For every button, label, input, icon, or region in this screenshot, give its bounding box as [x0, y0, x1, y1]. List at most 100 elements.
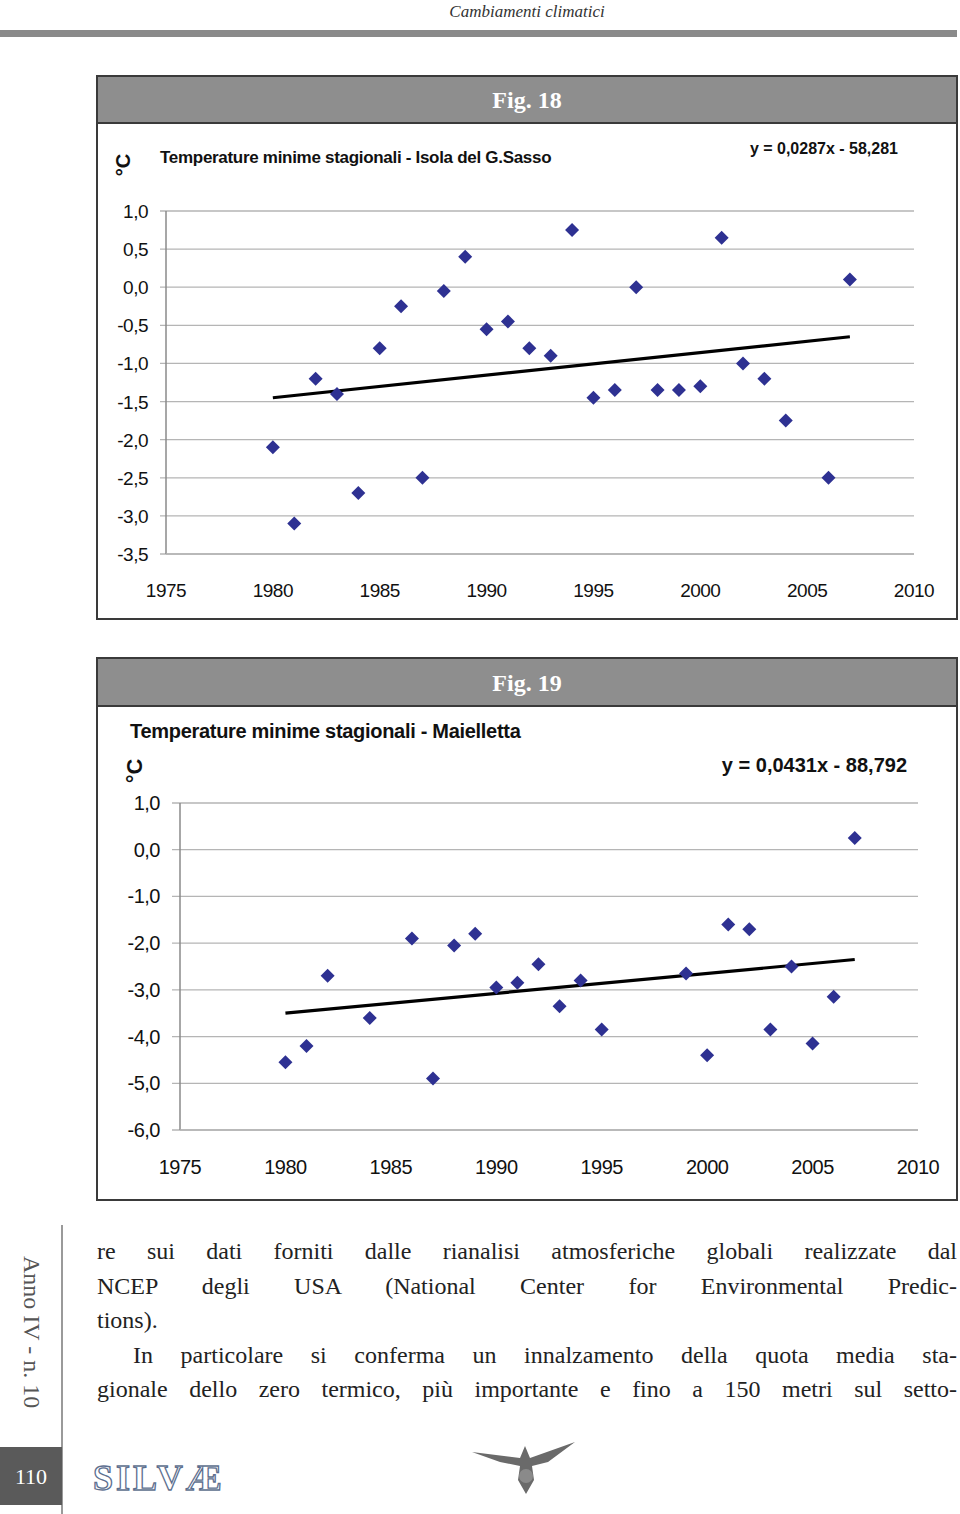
- data-point: [544, 349, 558, 363]
- side-label: Anno IV - n. 10: [18, 1256, 45, 1408]
- trend-line: [273, 337, 850, 398]
- figure-header: [98, 659, 956, 706]
- body-text-line: re sui dati forniti dalle rianalisi atmo…: [97, 1236, 957, 1266]
- data-point: [415, 471, 429, 485]
- chart: Fig. 19Temperature minime stagionali - M…: [97, 658, 957, 1200]
- data-point: [806, 1037, 820, 1051]
- y-tick-label: -1,0: [117, 353, 148, 374]
- header-rule: [0, 30, 957, 37]
- data-point: [447, 938, 461, 952]
- data-point: [693, 379, 707, 393]
- y-tick-label: -6,0: [128, 1119, 161, 1141]
- grid-line: [160, 248, 914, 249]
- emblem: [472, 1442, 575, 1494]
- x-tick-label: 1995: [573, 580, 613, 601]
- data-point: [351, 486, 365, 500]
- data-point: [848, 831, 862, 845]
- data-point: [651, 383, 665, 397]
- y-tick-label: -2,5: [117, 468, 148, 489]
- data-point: [565, 223, 579, 237]
- x-tick-label: 1980: [253, 580, 293, 601]
- data-point: [468, 927, 482, 941]
- x-tick-label: 1985: [370, 1156, 413, 1178]
- data-point: [510, 976, 524, 990]
- data-point: [373, 341, 387, 355]
- x-axis-line: [166, 553, 914, 554]
- equation: y = 0,0431x - 88,792: [722, 754, 907, 776]
- chart-title: Temperature minime stagionali - Isola de…: [160, 148, 551, 167]
- data-point: [309, 372, 323, 386]
- data-point: [742, 922, 756, 936]
- equation: y = 0,0287x - 58,281: [750, 140, 898, 157]
- x-tick-label: 2010: [897, 1156, 940, 1178]
- y-tick-label: -2,0: [117, 430, 148, 451]
- y-tick-label: 0,0: [134, 839, 161, 861]
- data-point: [779, 414, 793, 428]
- data-point: [586, 391, 600, 405]
- data-point: [363, 1011, 377, 1025]
- grid-line: [160, 553, 914, 554]
- data-point: [531, 957, 545, 971]
- data-point: [721, 917, 735, 931]
- chart: Fig. 18Temperature minime stagionali - I…: [97, 76, 957, 619]
- y-tick-label: -1,5: [117, 392, 148, 413]
- y-axis-label: °C: [112, 154, 134, 176]
- figure-frame: [97, 658, 957, 1200]
- plot-marks: [278, 831, 861, 1086]
- grid-line: [160, 210, 914, 211]
- grid-line: [160, 325, 914, 326]
- page-number-box: [0, 1447, 62, 1505]
- data-point: [278, 1055, 292, 1069]
- figure-header-rule: [97, 122, 957, 124]
- grid-line: [172, 942, 918, 943]
- data-point: [679, 967, 693, 981]
- x-tick-label: 2000: [680, 580, 720, 601]
- data-point: [266, 440, 280, 454]
- y-axis-line: [165, 211, 167, 554]
- grid-line: [172, 896, 918, 897]
- journal-logo: SILVÆ: [93, 1458, 225, 1498]
- grid-line: [172, 1129, 918, 1130]
- body-text-line: gionale dello zero termico, più importan…: [97, 1374, 957, 1404]
- x-tick-label: 1995: [580, 1156, 623, 1178]
- grid-line: [160, 477, 914, 478]
- body-text-line: tions).: [97, 1305, 957, 1335]
- data-point: [480, 322, 494, 336]
- data-point: [553, 999, 567, 1013]
- data-point: [827, 990, 841, 1004]
- emblem-eagle: [472, 1442, 575, 1494]
- data-point: [715, 231, 729, 245]
- body-text-line: NCEP degli USA (National Center for Envi…: [97, 1271, 957, 1301]
- data-point: [405, 931, 419, 945]
- y-tick-label: -2,0: [128, 932, 161, 954]
- x-tick-label: 2010: [894, 580, 934, 601]
- body-text-line: In particolare si conferma un innalzamen…: [133, 1340, 957, 1370]
- grid-line: [160, 363, 914, 364]
- data-point: [501, 315, 515, 329]
- y-tick-label: -0,5: [117, 315, 148, 336]
- x-tick-label: 1980: [264, 1156, 307, 1178]
- y-tick-label: 1,0: [123, 201, 148, 222]
- figure-label: Fig. 19: [492, 670, 561, 696]
- data-point: [736, 356, 750, 370]
- data-point: [574, 974, 588, 988]
- data-point: [426, 1072, 440, 1086]
- y-tick-label: -3,0: [128, 979, 161, 1001]
- page: Cambiamenti climaticiFig. 18Temperature …: [0, 0, 960, 1514]
- x-tick-label: 2005: [791, 1156, 834, 1178]
- emblem-shield: [519, 1469, 533, 1483]
- grid-line: [160, 515, 914, 516]
- data-point: [763, 1023, 777, 1037]
- y-axis-label: °C: [122, 759, 147, 784]
- grid-line: [172, 849, 918, 850]
- figure-header: [98, 77, 956, 123]
- x-tick-label: 1975: [159, 1156, 202, 1178]
- data-point: [437, 284, 451, 298]
- grid-line: [160, 439, 914, 440]
- data-point: [522, 341, 536, 355]
- figure-frame: [97, 76, 957, 619]
- y-axis-line: [179, 803, 181, 1130]
- data-point: [394, 299, 408, 313]
- data-point: [330, 387, 344, 401]
- plot-marks: [266, 223, 857, 530]
